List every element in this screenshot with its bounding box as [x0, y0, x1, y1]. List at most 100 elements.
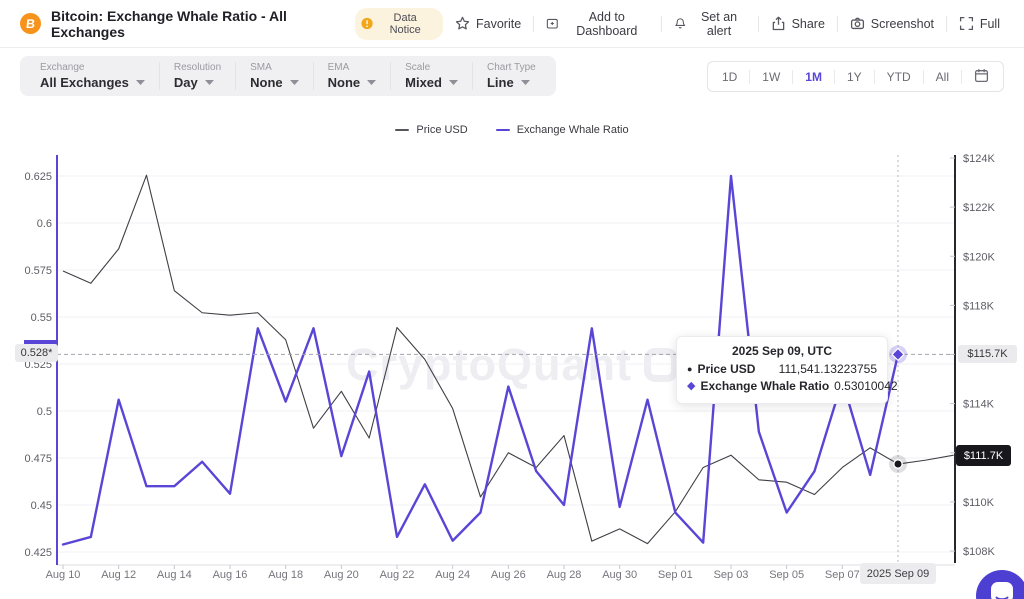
divider — [792, 69, 794, 84]
sma-dropdown[interactable]: SMA None — [235, 62, 313, 90]
range-ytd[interactable]: YTD — [875, 62, 923, 91]
svg-text:Aug 24: Aug 24 — [435, 569, 470, 581]
chart-legend: Price USD Exchange Whale Ratio — [0, 124, 1024, 136]
favorite-button[interactable]: Favorite — [443, 9, 533, 39]
ema-value: None — [327, 75, 361, 90]
svg-text:0.45: 0.45 — [31, 500, 52, 512]
cryptoquant-logo-icon — [644, 347, 678, 382]
set-alert-label: Set an alert — [700, 9, 738, 38]
price-line-swatch — [395, 129, 410, 131]
ema-dropdown[interactable]: EMA None — [312, 62, 391, 90]
screenshot-button[interactable]: Screenshot — [838, 9, 946, 39]
resolution-dropdown[interactable]: Resolution Day — [158, 62, 235, 90]
svg-text:$120K: $120K — [963, 251, 995, 263]
legend-item-whale-ratio[interactable]: Exchange Whale Ratio — [495, 124, 629, 136]
svg-text:Aug 28: Aug 28 — [547, 569, 582, 581]
chevron-down-icon — [448, 80, 458, 85]
chevron-down-icon — [520, 80, 530, 85]
range-1y[interactable]: 1Y — [835, 62, 874, 91]
exchange-dropdown[interactable]: Exchange All Exchanges — [26, 62, 159, 90]
time-range-selector: 1D 1W 1M 1Y YTD All — [706, 61, 1004, 92]
page-title: Bitcoin: Exchange Whale Ratio - All Exch… — [51, 7, 287, 40]
share-button[interactable]: Share — [759, 9, 837, 39]
data-notice-label: Data Notice — [389, 11, 421, 36]
bitcoin-icon: B — [20, 13, 41, 34]
svg-text:Aug 30: Aug 30 — [602, 569, 637, 581]
crosshair-date-label: 2025 Sep 09 — [860, 563, 936, 584]
exchange-value: All Exchanges — [40, 75, 129, 90]
svg-text:Aug 22: Aug 22 — [380, 569, 415, 581]
left-axis-crosshair-label: 0.528* — [15, 344, 58, 362]
svg-text:0.475: 0.475 — [24, 453, 52, 465]
chart-tooltip: 2025 Sep 09, UTC ● Price USD 111,541.132… — [676, 336, 898, 404]
svg-text:Aug 16: Aug 16 — [213, 569, 248, 581]
svg-text:Sep 07: Sep 07 — [825, 569, 860, 581]
svg-text:0.6: 0.6 — [37, 218, 52, 230]
legend-item-price[interactable]: Price USD — [395, 124, 468, 136]
exchange-label: Exchange — [40, 62, 85, 73]
divider — [833, 69, 835, 84]
custom-date-range-button[interactable] — [962, 62, 1001, 91]
ema-label: EMA — [327, 62, 350, 73]
svg-text:0.425: 0.425 — [24, 547, 52, 559]
chart-type-label: Chart Type — [486, 62, 536, 73]
whale-ratio-diamond-icon: ◆ — [687, 380, 696, 392]
favorite-label: Favorite — [476, 16, 522, 31]
calendar-icon — [974, 68, 989, 82]
scale-dropdown[interactable]: Scale Mixed — [390, 62, 472, 90]
resolution-value: Day — [173, 75, 198, 90]
svg-text:Aug 14: Aug 14 — [157, 569, 192, 581]
svg-text:0.5: 0.5 — [37, 406, 52, 418]
tooltip-whale-ratio-value: 0.53010042 — [834, 379, 898, 393]
divider — [661, 15, 662, 32]
divider — [533, 15, 534, 32]
divider — [946, 15, 947, 32]
svg-text:$124K: $124K — [963, 153, 995, 165]
range-1m[interactable]: 1M — [793, 62, 834, 91]
last-price-label: $111.7K — [956, 445, 1011, 466]
chart-header: B Bitcoin: Exchange Whale Ratio - All Ex… — [0, 0, 1024, 48]
share-label: Share — [791, 16, 825, 31]
divider — [836, 15, 838, 32]
svg-text:0.625: 0.625 — [24, 171, 52, 183]
add-to-dashboard-label: Add to Dashboard — [576, 9, 638, 38]
whale-ratio-line-swatch — [495, 129, 510, 131]
sma-label: SMA — [250, 62, 272, 73]
chat-support-button[interactable] — [976, 570, 1024, 599]
tooltip-price-value: 111,541.13223755 — [778, 362, 877, 376]
chevron-down-icon — [204, 80, 214, 85]
sma-value: None — [250, 75, 283, 90]
range-all[interactable]: All — [924, 62, 961, 91]
svg-text:0.55: 0.55 — [31, 312, 52, 324]
divider — [757, 15, 759, 32]
data-notice-badge[interactable]: Data Notice — [355, 7, 443, 40]
svg-text:Aug 26: Aug 26 — [491, 569, 526, 581]
tooltip-date: 2025 Sep 09, UTC — [731, 344, 833, 358]
add-to-dashboard-button[interactable]: Add to Dashboard — [534, 9, 661, 39]
divider — [873, 69, 875, 84]
set-alert-button[interactable]: Set an alert — [662, 9, 758, 39]
svg-text:Sep 01: Sep 01 — [658, 569, 693, 581]
resolution-label: Resolution — [173, 62, 222, 73]
tooltip-price-name: Price USD — [697, 362, 756, 376]
range-1w[interactable]: 1W — [750, 62, 792, 91]
fullscreen-icon — [959, 16, 973, 31]
chevron-down-icon — [367, 80, 377, 85]
camera-icon — [850, 17, 864, 30]
svg-text:Aug 18: Aug 18 — [268, 569, 303, 581]
range-1d[interactable]: 1D — [710, 62, 749, 91]
chart-type-value: Line — [486, 75, 514, 90]
fullscreen-button[interactable]: Full — [947, 9, 1012, 39]
divider — [961, 69, 962, 84]
svg-text:Aug 10: Aug 10 — [46, 569, 81, 581]
screenshot-label: Screenshot — [870, 16, 934, 31]
star-icon — [455, 16, 470, 30]
chevron-down-icon — [289, 80, 299, 85]
chart-type-dropdown[interactable]: Chart Type Line — [471, 62, 550, 90]
svg-text:0.575: 0.575 — [24, 265, 52, 277]
chat-bubble-icon — [976, 570, 1024, 599]
svg-text:Aug 12: Aug 12 — [101, 569, 136, 581]
right-axis-crosshair-label: $115.7K — [958, 345, 1017, 363]
svg-text:Sep 05: Sep 05 — [769, 569, 804, 581]
controls-row: Exchange All Exchanges Resolution Day SM… — [0, 56, 1024, 96]
